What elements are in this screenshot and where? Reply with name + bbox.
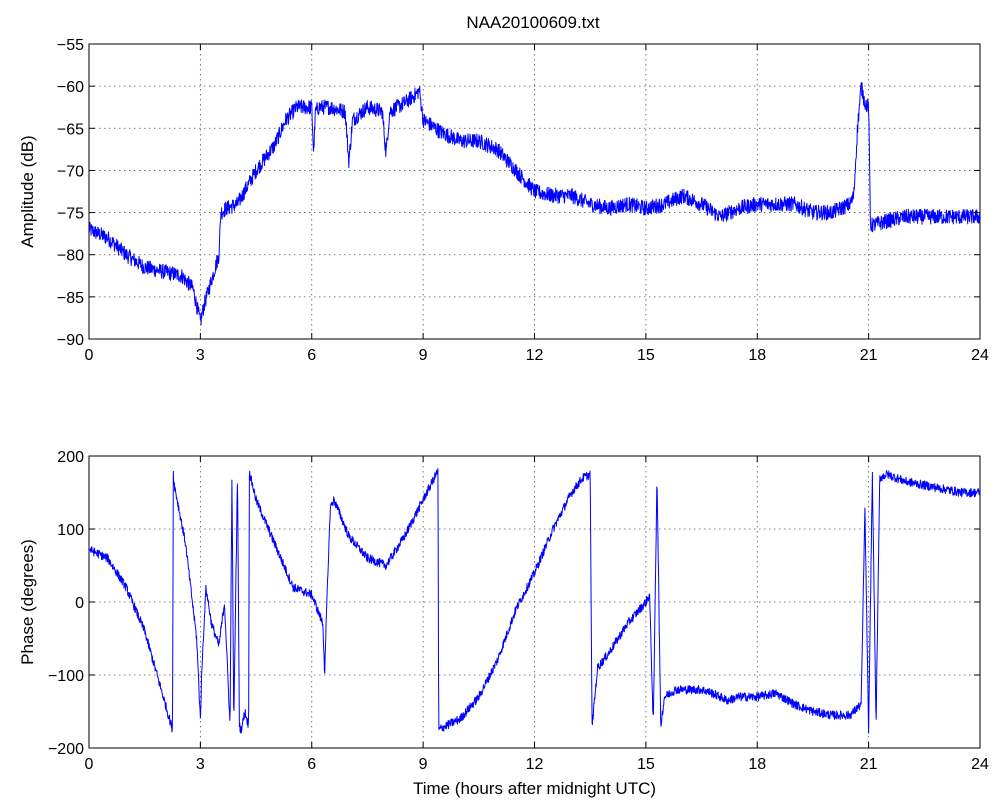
phase-x-tick-label: 24 [971,756,989,773]
phase-y-tick-label: 100 [57,522,84,539]
phase-y-tick-label: −100 [48,668,84,685]
phase-y-tick-label: 0 [75,595,84,612]
phase-x-tick-label: 15 [637,756,655,773]
amplitude-series-line [89,82,980,326]
phase-y-axis-label: Phase (degrees) [18,539,37,665]
amplitude-y-axis-label: Amplitude (dB) [18,135,37,247]
amplitude-x-tick-label: 15 [637,347,655,364]
phase-x-tick-label: 18 [748,756,766,773]
phase-x-tick-label: 12 [526,756,544,773]
phase-x-tick-label: 9 [419,756,428,773]
amplitude-y-tick-label: −80 [57,248,84,265]
amplitude-x-tick-label: 24 [971,347,989,364]
amplitude-y-tick-label: −70 [57,163,84,180]
amplitude-y-tick-label: −90 [57,332,84,349]
phase-plot: 0 3 6 9 12 15 18 21 24 −200 −100 0 100 200 Phase (degr… [18,449,989,798]
chart-title: NAA20100609.txt [466,13,600,32]
amplitude-plot: 0 3 6 9 12 15 18 21 24 −90 −85 −80 −75 −70 −65 −60 −55 Am… [18,37,989,364]
amplitude-x-tick-label: 21 [860,347,878,364]
amplitude-y-tick-label: −85 [57,290,84,307]
amplitude-y-tick-label: −55 [57,37,84,54]
amplitude-x-tick-label: 12 [526,347,544,364]
phase-y-tick-label: 200 [57,449,84,466]
phase-x-tick-label: 0 [85,756,94,773]
phase-x-tick-label: 6 [307,756,316,773]
phase-y-tick-label: −200 [48,741,84,758]
phase-series-line [89,468,980,734]
amplitude-x-tick-label: 6 [307,347,316,364]
amplitude-x-tick-label: 0 [85,347,94,364]
amplitude-x-tick-label: 18 [748,347,766,364]
amplitude-x-tick-label: 9 [419,347,428,364]
amplitude-x-tick-label: 3 [196,347,205,364]
phase-x-tick-label: 3 [196,756,205,773]
phase-x-axis-label: Time (hours after midnight UTC) [413,779,656,798]
amplitude-y-tick-label: −60 [57,79,84,96]
phase-x-tick-label: 21 [860,756,878,773]
amplitude-y-tick-label: −75 [57,206,84,223]
amplitude-y-tick-label: −65 [57,121,84,138]
